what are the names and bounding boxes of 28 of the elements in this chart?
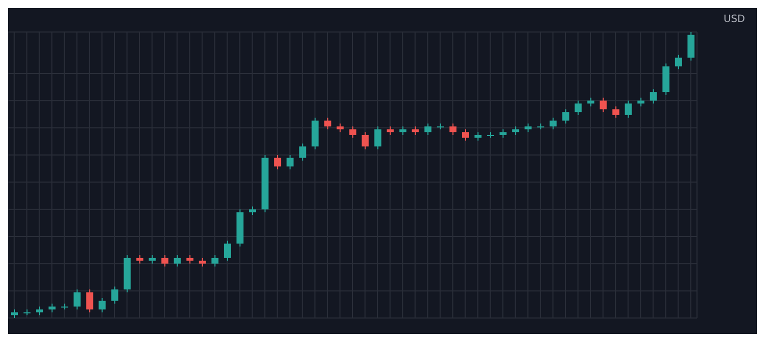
y-axis-title: USD: [724, 14, 745, 25]
candlestick: [286, 154, 294, 170]
candlestick: [687, 32, 694, 62]
candlestick: [449, 123, 456, 136]
candlestick: [98, 297, 106, 313]
candlestick: [574, 100, 582, 116]
candlestick: [612, 106, 620, 118]
candlestick: [211, 254, 218, 268]
candlestick: [624, 100, 632, 118]
candlestick: [600, 97, 607, 113]
candlestick: [161, 254, 168, 268]
candlestick: [86, 288, 94, 313]
candlestick: [274, 154, 282, 170]
candlestick: [650, 88, 657, 104]
candlestick: [550, 117, 557, 130]
candlestick: [462, 128, 469, 142]
candlestick: [224, 240, 231, 262]
candlestick: [374, 126, 382, 150]
candlestick: [424, 123, 432, 136]
candlestick: [299, 143, 306, 162]
candlestick: [674, 54, 682, 70]
candlestick: [562, 108, 570, 124]
candlestick: [174, 254, 181, 268]
candlestick: [349, 126, 356, 138]
candlestick: [362, 132, 369, 150]
candlestick: [324, 117, 332, 130]
candlestick: [74, 288, 81, 310]
candlestick: [111, 286, 118, 304]
